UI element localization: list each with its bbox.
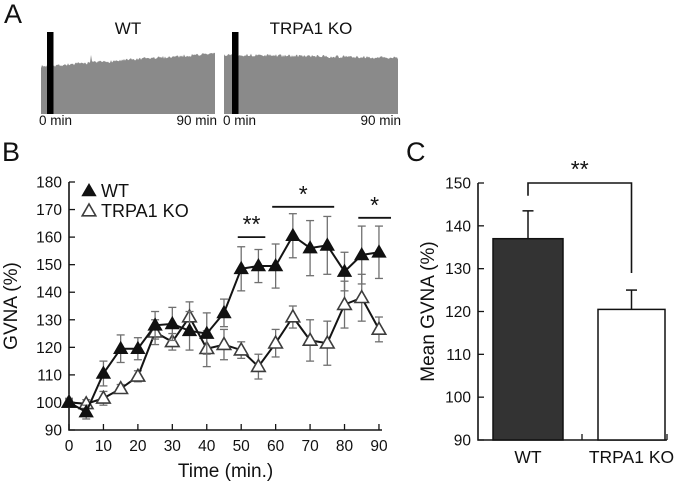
open-triangle-marker: [370, 320, 388, 335]
x-tick-label: 50: [233, 438, 251, 455]
panel-c-label: C: [406, 137, 426, 167]
filled-triangle-marker: [302, 240, 318, 254]
stimulus-marker-bar: [47, 32, 54, 114]
y-tick-label: 120: [445, 304, 471, 321]
trace-trpa1ko-start-time: 0 min: [223, 113, 257, 128]
x-tick-label: 40: [198, 438, 216, 455]
panel-a-label: A: [4, 0, 23, 29]
y-tick-label: 170: [36, 202, 62, 219]
significance-label: **: [571, 156, 589, 182]
category-label: TRPA1 KO: [589, 447, 674, 467]
x-tick-label: 30: [164, 438, 182, 455]
y-tick-label: 110: [37, 367, 62, 384]
y-axis-title: Mean GVNA (%): [420, 241, 439, 381]
open-triangle-marker: [95, 389, 112, 404]
open-triangle-marker: [129, 367, 147, 382]
trace-trpa1ko-end-time: 90 min: [360, 113, 401, 128]
trace-wt-time-labels: 0 min 90 min: [39, 113, 217, 128]
filled-triangle-marker: [371, 244, 387, 258]
panel-b-label: B: [2, 137, 21, 167]
trpa1ko-nerve-activity-trace: [224, 32, 398, 114]
open-triangle-marker: [267, 334, 284, 349]
filled-triangle-marker: [285, 227, 301, 241]
filled-triangle-marker: [199, 325, 215, 339]
mean-gvna-bar-chart: 90 100 110 120 130 140 150 Mean GVNA (%) WT TRPA1…: [420, 156, 674, 467]
y-tick-label: 150: [445, 176, 471, 193]
open-triangle-marker: [250, 357, 267, 373]
legend-open-triangle-icon: [80, 202, 98, 217]
y-tick-label: 90: [454, 433, 472, 450]
significance-label: *: [299, 181, 308, 207]
bar-trpa1-ko: [597, 308, 666, 441]
y-tick-label: 130: [36, 312, 62, 329]
significance-label: *: [370, 192, 379, 218]
y-tick-label: 120: [36, 340, 62, 357]
open-triangle-marker: [233, 341, 250, 356]
y-tick-label: 140: [445, 218, 471, 235]
wt-nerve-activity-trace: [41, 32, 215, 114]
filled-triangle-marker: [233, 260, 249, 275]
x-tick-label: 70: [301, 438, 319, 455]
y-tick-label: 160: [36, 230, 62, 247]
trace-wt-title: WT: [114, 19, 142, 38]
trace-trpa1ko-time-labels: 0 min 90 min: [223, 113, 401, 128]
filled-triangle-marker: [216, 304, 232, 319]
x-axis-title: Time (min.): [178, 461, 273, 482]
legend-filled-triangle-icon: [81, 182, 97, 197]
trace-wt-start-time: 0 min: [39, 113, 73, 128]
legend-label: TRPA1 KO: [101, 201, 189, 221]
category-label: WT: [514, 447, 542, 467]
x-tick-label: 0: [65, 438, 74, 455]
significance-bracket: [527, 182, 633, 273]
y-tick-label: 130: [445, 261, 471, 278]
filled-triangle-marker: [181, 322, 198, 337]
x-tick-label: 80: [336, 438, 354, 455]
y-tick-label: 100: [445, 390, 471, 407]
filled-triangle-marker: [164, 315, 180, 330]
filled-triangle-marker: [113, 340, 129, 354]
stimulus-marker-bar: [232, 32, 239, 114]
gvna-time-course-line-chart: 90 100 110 120 130 140 150 160 170 180 0 10 20 30 40 50…: [1, 175, 392, 482]
trace-wt-end-time: 90 min: [176, 113, 217, 128]
open-triangle-marker: [353, 289, 370, 304]
x-tick-label: 10: [95, 438, 113, 455]
filled-triangle-marker: [319, 237, 335, 251]
filled-triangle-marker: [147, 317, 163, 331]
y-tick-label: 180: [36, 175, 62, 192]
open-triangle-marker: [284, 308, 302, 323]
y-axis-title: GVNA (%): [1, 262, 22, 350]
open-triangle-marker: [215, 335, 233, 351]
x-tick-label: 90: [370, 438, 388, 455]
filled-triangle-marker: [354, 246, 370, 261]
nerve-activity-waveform: [41, 52, 215, 114]
x-tick-label: 20: [129, 438, 147, 455]
y-tick-label: 150: [36, 257, 62, 274]
filled-triangle-marker: [250, 257, 267, 272]
y-tick-label: 90: [45, 423, 63, 440]
filled-triangle-marker: [61, 394, 77, 408]
open-triangle-marker: [301, 331, 319, 346]
filled-triangle-marker: [78, 404, 94, 418]
y-tick-label: 140: [36, 285, 62, 302]
nerve-activity-waveform: [224, 53, 398, 114]
filled-triangle-marker: [267, 257, 284, 272]
filled-triangle-marker: [130, 340, 146, 354]
open-triangle-marker: [336, 295, 353, 311]
filled-triangle-marker: [95, 365, 112, 379]
y-tick-label: 110: [446, 347, 471, 364]
filled-triangle-marker: [336, 263, 353, 277]
bar-wt: [492, 237, 564, 441]
x-tick-label: 60: [267, 438, 285, 455]
open-triangle-marker: [112, 380, 129, 395]
trace-trpa1ko-title: TRPA1 KO: [269, 19, 353, 38]
legend-label: WT: [101, 181, 129, 201]
significance-label: **: [243, 211, 261, 237]
open-triangle-marker: [319, 334, 336, 349]
y-tick-label: 100: [36, 395, 62, 412]
